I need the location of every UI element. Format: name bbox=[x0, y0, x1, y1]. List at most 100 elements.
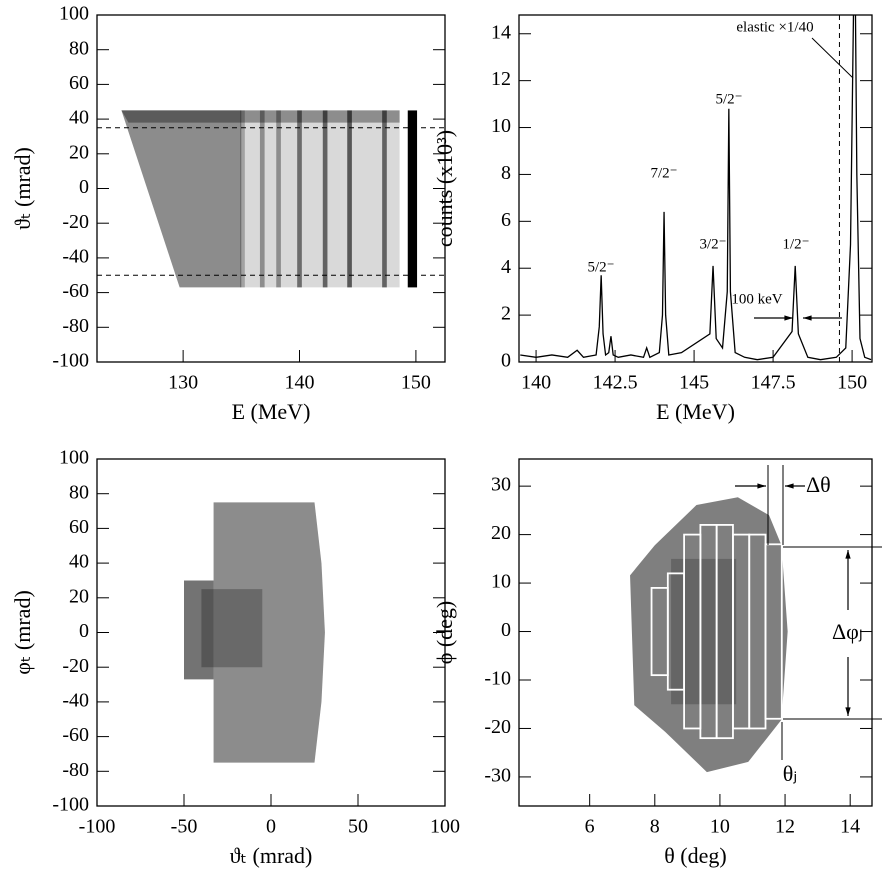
density-region bbox=[121, 110, 400, 123]
annotation: elastic ×1/40 bbox=[736, 19, 813, 35]
y-tick-label: 20 bbox=[491, 522, 511, 544]
x-tick-label: 145 bbox=[679, 372, 709, 394]
panel: 130 140 150 -100 -80 -60 -40 -20 0 20 40 60 80 100 E (… bbox=[10, 3, 446, 424]
density-region bbox=[671, 558, 737, 705]
density-band bbox=[347, 110, 352, 288]
y-tick-label: 30 bbox=[491, 474, 511, 496]
spectrum-line bbox=[520, 15, 872, 361]
y-tick-label: 0 bbox=[79, 176, 89, 198]
arrow-head bbox=[784, 315, 793, 321]
annotation: Δφⱼ bbox=[832, 619, 863, 644]
y-axis-label: ϕ (deg) bbox=[432, 601, 457, 665]
density-region bbox=[184, 580, 214, 680]
x-tick-label: 100 bbox=[430, 816, 460, 838]
arrow-head bbox=[845, 707, 851, 716]
annotation: 5/2⁻ bbox=[587, 259, 614, 275]
annotation: 3/2⁻ bbox=[699, 236, 726, 252]
y-tick-label: 60 bbox=[69, 516, 89, 538]
density-band bbox=[407, 110, 418, 288]
panel: 140 142.5 145 147.5 150 0 2 4 6 8 10 12 14 E (MeV) cou… bbox=[432, 14, 873, 424]
density-region bbox=[121, 110, 242, 288]
y-tick-label: -80 bbox=[62, 315, 89, 337]
y-tick-label: -20 bbox=[62, 211, 89, 233]
y-tick-label: 10 bbox=[491, 115, 511, 137]
y-tick-label: 0 bbox=[501, 619, 511, 641]
annotation: 100 keV bbox=[731, 291, 782, 307]
x-tick-label: 142.5 bbox=[593, 372, 638, 394]
x-tick-label: -100 bbox=[79, 816, 116, 838]
y-tick-label: 8 bbox=[501, 162, 511, 184]
arrow-head bbox=[785, 483, 794, 489]
y-tick-label: 2 bbox=[501, 303, 511, 325]
annotation: 7/2⁻ bbox=[650, 165, 677, 181]
y-tick-label: -20 bbox=[62, 655, 89, 677]
arrow-head bbox=[845, 550, 851, 559]
plot-area bbox=[630, 497, 788, 773]
annotation: 1/2⁻ bbox=[782, 236, 809, 252]
plot-area bbox=[520, 15, 872, 362]
y-tick-label: 14 bbox=[491, 21, 511, 43]
y-tick-label: -100 bbox=[52, 350, 89, 372]
density-region bbox=[630, 497, 788, 773]
x-tick-label: 12 bbox=[775, 816, 795, 838]
x-axis-label: θ (deg) bbox=[664, 843, 726, 868]
y-tick-label: -10 bbox=[484, 668, 511, 690]
annotation: Δθ bbox=[806, 472, 831, 497]
y-axis-label: ϑₜ (mrad) bbox=[10, 147, 35, 230]
density-band bbox=[240, 110, 245, 288]
y-tick-label: -100 bbox=[52, 794, 89, 816]
y-tick-label: -20 bbox=[484, 716, 511, 738]
density-band bbox=[382, 110, 387, 288]
y-tick-label: 20 bbox=[69, 141, 89, 163]
x-tick-label: 140 bbox=[521, 372, 551, 394]
x-tick-label: 147.5 bbox=[751, 372, 796, 394]
y-tick-label: 100 bbox=[59, 3, 89, 25]
x-tick-label: 50 bbox=[348, 816, 368, 838]
x-axis-label: ϑₜ (mrad) bbox=[230, 843, 313, 868]
y-tick-label: -30 bbox=[484, 765, 511, 787]
x-axis-label: E (MeV) bbox=[232, 399, 311, 424]
x-tick-label: -50 bbox=[171, 816, 198, 838]
y-axis-label: φₜ (mrad) bbox=[10, 590, 35, 675]
y-tick-label: 20 bbox=[69, 585, 89, 607]
density-band bbox=[276, 110, 281, 288]
x-tick-label: 10 bbox=[710, 816, 730, 838]
y-tick-label: 100 bbox=[59, 447, 89, 469]
y-tick-label: -80 bbox=[62, 759, 89, 781]
y-tick-label: -60 bbox=[62, 280, 89, 302]
panel: 6 8 10 12 14 -30 -20 -10 0 10 20 30 θ (deg) ϕ (deg) Δθ… bbox=[432, 458, 882, 868]
y-tick-label: 6 bbox=[501, 209, 511, 231]
leader-line bbox=[811, 37, 854, 79]
y-tick-label: -60 bbox=[62, 724, 89, 746]
y-tick-label: 0 bbox=[79, 620, 89, 642]
density-band bbox=[297, 110, 302, 288]
y-tick-label: 12 bbox=[491, 68, 511, 90]
y-tick-label: -40 bbox=[62, 689, 89, 711]
y-tick-label: 80 bbox=[69, 481, 89, 503]
x-tick-label: 14 bbox=[840, 816, 860, 838]
y-tick-label: 80 bbox=[69, 37, 89, 59]
x-tick-label: 130 bbox=[168, 372, 198, 394]
arrow-head bbox=[803, 315, 812, 321]
y-tick-label: 40 bbox=[69, 107, 89, 129]
bin-box bbox=[764, 543, 783, 720]
plot-area bbox=[97, 110, 445, 288]
density-region bbox=[201, 589, 263, 668]
density-region bbox=[241, 110, 400, 288]
arrow-head bbox=[757, 483, 766, 489]
y-tick-label: 40 bbox=[69, 551, 89, 573]
y-tick-label: 60 bbox=[69, 72, 89, 94]
y-tick-label: 10 bbox=[491, 571, 511, 593]
y-tick-label: -40 bbox=[62, 245, 89, 267]
plot-frame bbox=[518, 14, 873, 363]
x-tick-label: 6 bbox=[585, 816, 595, 838]
density-band bbox=[322, 110, 328, 288]
annotation: θⱼ bbox=[783, 761, 797, 786]
x-tick-label: 8 bbox=[650, 816, 660, 838]
y-tick-label: 0 bbox=[501, 350, 511, 372]
x-tick-label: 150 bbox=[837, 372, 867, 394]
panel: -100 -50 0 50 100 -100 -80 -60 -40 -20 0 20 40 60 80 10… bbox=[10, 447, 460, 868]
plot-frame bbox=[518, 458, 873, 807]
